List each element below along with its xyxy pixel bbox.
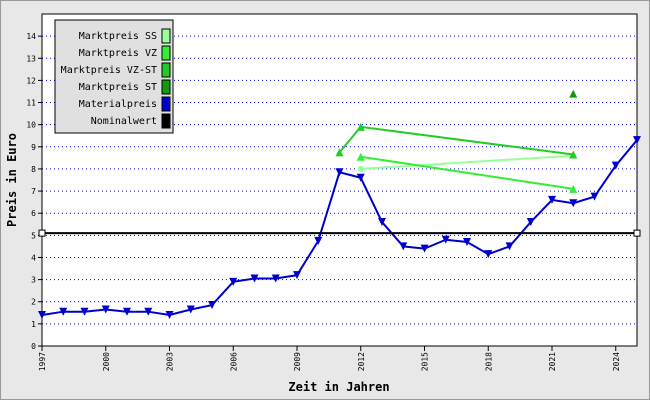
marker <box>569 89 578 98</box>
marker <box>314 236 323 245</box>
marker <box>569 184 578 193</box>
x-tick-label: 2015 <box>421 352 430 371</box>
x-tick-label: 2021 <box>548 352 557 371</box>
y-axis-title: Preis in Euro <box>5 133 19 227</box>
marker <box>229 277 238 286</box>
y-tick-label: 5 <box>31 231 36 240</box>
marker <box>633 136 641 145</box>
y-tick-label: 7 <box>31 187 36 196</box>
y-tick-label: 11 <box>26 99 36 108</box>
y-tick-label: 10 <box>26 121 36 130</box>
y-tick-label: 3 <box>31 276 36 285</box>
y-tick-label: 6 <box>31 209 36 218</box>
y-tick-label: 13 <box>26 54 36 63</box>
legend-label: Nominalwert <box>91 116 157 127</box>
marker <box>611 161 620 170</box>
y-tick-label: 9 <box>31 143 36 152</box>
marker <box>356 173 365 182</box>
legend-label: Marktpreis VZ <box>79 48 157 59</box>
marker <box>250 274 259 283</box>
marker <box>38 311 46 320</box>
marker <box>356 152 365 161</box>
x-tick-label: 2000 <box>102 352 111 371</box>
legend-box <box>54 19 174 134</box>
marker <box>569 150 578 159</box>
x-tick-label: 2006 <box>229 352 238 371</box>
legend-swatch <box>161 62 171 78</box>
marker <box>335 168 344 177</box>
marker <box>186 305 195 314</box>
legend-swatch <box>161 96 171 112</box>
marker <box>526 218 535 227</box>
marker <box>80 307 89 316</box>
marker <box>208 301 216 310</box>
legend-swatch <box>161 113 171 129</box>
legend-swatch <box>161 45 171 61</box>
marker <box>356 122 365 131</box>
marker <box>101 305 110 314</box>
y-tick-label: 4 <box>31 253 36 262</box>
marker <box>144 307 153 316</box>
marker <box>335 148 344 157</box>
x-axis-title: Zeit in Jahren <box>288 380 389 394</box>
y-tick-label: 12 <box>26 76 36 85</box>
marker <box>505 242 514 251</box>
marker <box>293 271 301 280</box>
marker <box>463 237 471 246</box>
marker <box>123 307 131 316</box>
x-tick-label: 2018 <box>484 352 493 371</box>
y-tick-label: 2 <box>31 298 36 307</box>
y-tick-label: 8 <box>31 165 36 174</box>
x-tick-label: 1997 <box>38 352 47 371</box>
legend-swatch <box>161 79 171 95</box>
x-tick-label: 2024 <box>612 352 621 371</box>
marker <box>399 242 408 251</box>
marker <box>420 244 429 253</box>
series-line <box>360 155 574 190</box>
marker <box>484 250 493 259</box>
legend-label: Materialpreis <box>79 99 157 110</box>
series-line <box>360 154 574 170</box>
marker <box>59 307 68 316</box>
marker <box>548 195 556 204</box>
marker <box>357 165 364 172</box>
marker <box>271 274 280 283</box>
legend-label: Marktpreis SS <box>79 31 157 42</box>
legend-label: Marktpreis VZ-ST <box>61 65 157 76</box>
marker <box>38 229 46 237</box>
marker <box>633 229 641 237</box>
y-tick-label: 0 <box>31 342 36 351</box>
marker <box>378 218 386 227</box>
x-tick-label: 2009 <box>293 352 302 371</box>
plot-frame <box>41 13 638 347</box>
legend-label: Marktpreis ST <box>79 82 157 93</box>
marker <box>165 311 174 320</box>
y-tick-label: 14 <box>26 32 36 41</box>
marker <box>441 235 450 244</box>
y-tick-label: 1 <box>31 320 36 329</box>
x-tick-label: 2012 <box>357 352 366 371</box>
marker <box>569 199 578 208</box>
marker <box>590 192 599 201</box>
legend-swatch <box>161 28 171 44</box>
x-tick-label: 2003 <box>166 352 175 371</box>
